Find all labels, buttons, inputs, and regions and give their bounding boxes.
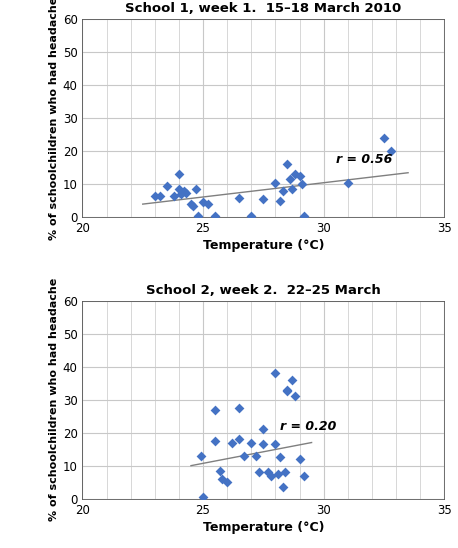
X-axis label: Temperature (°C): Temperature (°C) [202,239,324,252]
Point [151,191,158,200]
Point [289,185,296,193]
Point [260,425,267,433]
Title: School 2, week 2.  22–25 March: School 2, week 2. 22–25 March [146,284,381,296]
Point [284,160,291,169]
Title: School 1, week 1.  15–18 March 2010: School 1, week 1. 15–18 March 2010 [125,2,402,15]
Point [224,478,231,487]
Point [296,455,303,464]
Text: r = 0.56: r = 0.56 [336,153,392,166]
Point [212,437,219,446]
Point [277,196,284,205]
Point [380,134,387,142]
Point [296,172,303,180]
Point [192,185,200,193]
Point [301,471,308,480]
Point [212,212,219,220]
Point [284,385,291,394]
Point [284,387,291,396]
Point [212,405,219,414]
Point [199,198,207,207]
Point [175,170,183,179]
Point [204,199,212,208]
Point [301,212,308,220]
Point [240,452,248,460]
Point [199,493,207,501]
Point [156,191,164,200]
Point [291,170,298,179]
Point [279,186,286,195]
Point [272,440,279,449]
Point [218,475,226,483]
Y-axis label: % of schoolchildren who had headache: % of schoolchildren who had headache [49,278,59,521]
Point [195,212,202,220]
Point [235,193,243,202]
Point [248,438,255,447]
Point [190,201,197,210]
X-axis label: Temperature (°C): Temperature (°C) [202,521,324,534]
Y-axis label: % of schoolchildren who had headache: % of schoolchildren who had headache [49,0,59,240]
Point [187,199,195,208]
Point [235,403,243,412]
Point [344,178,351,187]
Point [216,466,224,475]
Point [197,452,204,460]
Point [277,453,284,462]
Point [229,438,236,447]
Point [265,468,272,477]
Point [274,470,282,478]
Point [248,212,255,220]
Point [178,190,185,198]
Point [255,468,262,477]
Text: r = 0.20: r = 0.20 [280,420,337,432]
Point [279,483,286,492]
Point [272,178,279,187]
Point [291,392,298,401]
Point [182,188,190,197]
Point [180,186,187,195]
Point [298,180,305,189]
Point [286,175,294,184]
Point [252,452,260,460]
Point [235,435,243,444]
Point [387,147,395,156]
Point [170,191,178,200]
Point [175,185,183,193]
Point [260,440,267,449]
Point [163,181,170,190]
Point [289,375,296,384]
Point [281,468,289,477]
Point [267,471,274,480]
Point [260,195,267,203]
Point [272,369,279,378]
